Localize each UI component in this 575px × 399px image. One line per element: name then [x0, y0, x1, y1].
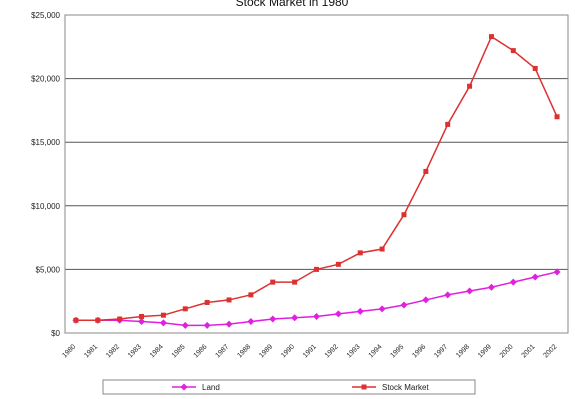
data-point-land — [378, 305, 386, 313]
data-point-land — [422, 296, 430, 304]
data-point-land — [159, 319, 167, 327]
data-point-land — [247, 318, 255, 326]
data-point-land — [269, 315, 277, 323]
data-point-stock-market — [226, 297, 232, 303]
data-point-stock-market — [532, 65, 538, 71]
data-point-stock-market — [182, 306, 188, 312]
x-tick-label: 1983 — [127, 343, 143, 359]
x-tick-label: 2000 — [499, 343, 515, 359]
data-point-stock-market — [510, 48, 516, 54]
x-tick-label: 1994 — [368, 343, 384, 359]
data-point-land — [531, 273, 539, 281]
legend-marker-land — [180, 383, 188, 391]
data-point-stock-market — [314, 266, 319, 272]
data-point-land — [225, 320, 233, 328]
x-tick-label: 1993 — [346, 343, 362, 359]
data-point-land — [313, 312, 320, 320]
data-point-land — [291, 314, 299, 322]
x-tick-label: 1991 — [302, 343, 318, 359]
x-tick-label: 1981 — [83, 343, 99, 359]
x-tick-label: 1997 — [433, 343, 449, 359]
x-tick-label: 1987 — [214, 343, 230, 359]
x-tick-label: 1996 — [411, 343, 427, 359]
data-point-land — [509, 278, 517, 286]
data-point-stock-market — [117, 316, 123, 322]
data-point-stock-market — [335, 261, 341, 267]
x-tick-label: 1992 — [324, 343, 340, 359]
data-point-land — [466, 287, 474, 295]
data-point-land — [400, 301, 408, 309]
x-tick-label: 1985 — [171, 343, 187, 359]
series-line-stock-market — [75, 35, 558, 322]
y-tick-label: $0 — [51, 329, 60, 338]
data-point-stock-market — [445, 121, 451, 127]
data-point-stock-market — [467, 83, 473, 89]
legend-marker-stock-market — [361, 384, 367, 390]
y-tick-label: $10,000 — [31, 202, 60, 211]
legend: Land Stock Market — [102, 379, 476, 395]
data-point-land — [181, 321, 189, 329]
data-point-land — [203, 321, 211, 329]
data-point-stock-market — [73, 317, 79, 323]
data-point-stock-market — [357, 250, 363, 256]
data-point-stock-market — [554, 114, 560, 120]
x-tick-label: 1988 — [236, 343, 252, 359]
x-tick-label: 1980 — [61, 343, 77, 359]
data-point-land — [138, 318, 146, 326]
data-point-land — [553, 268, 561, 276]
y-tick-label: $20,000 — [31, 75, 60, 84]
x-tick-label: 2002 — [543, 343, 559, 359]
data-point-stock-market — [401, 212, 407, 218]
data-point-land — [356, 307, 364, 315]
data-point-stock-market — [95, 317, 101, 323]
legend-box — [102, 379, 476, 395]
data-point-stock-market — [270, 279, 276, 285]
data-point-stock-market — [379, 246, 385, 252]
x-tick-label: 1986 — [193, 343, 209, 359]
y-tick-label: $5,000 — [36, 265, 61, 274]
x-tick-label: 2001 — [521, 343, 537, 359]
x-tick-label: 1999 — [477, 343, 493, 359]
y-tick-label: $25,000 — [31, 11, 60, 20]
plot-area — [64, 14, 569, 334]
chart-title: Stock Market in 1980 — [236, 0, 349, 9]
y-tick-label: $15,000 — [31, 138, 60, 147]
data-point-land — [444, 291, 452, 299]
data-point-stock-market — [292, 279, 298, 285]
x-tick-label: 1998 — [455, 343, 471, 359]
data-point-stock-market — [160, 312, 166, 318]
data-point-stock-market — [248, 292, 254, 298]
data-point-land — [487, 283, 495, 291]
x-tick-label: 1984 — [149, 343, 165, 359]
data-point-stock-market — [204, 299, 210, 305]
x-tick-label: 1990 — [280, 343, 296, 359]
legend-label-land: Land — [202, 383, 220, 392]
data-point-stock-market — [488, 34, 494, 40]
data-point-stock-market — [139, 313, 145, 319]
data-point-land — [334, 310, 342, 318]
x-tick-label: 1982 — [105, 343, 121, 359]
data-point-stock-market — [423, 168, 429, 174]
legend-label-stock-market: Stock Market — [382, 383, 429, 392]
x-tick-label: 1989 — [258, 343, 274, 359]
x-tick-label: 1995 — [389, 343, 405, 359]
